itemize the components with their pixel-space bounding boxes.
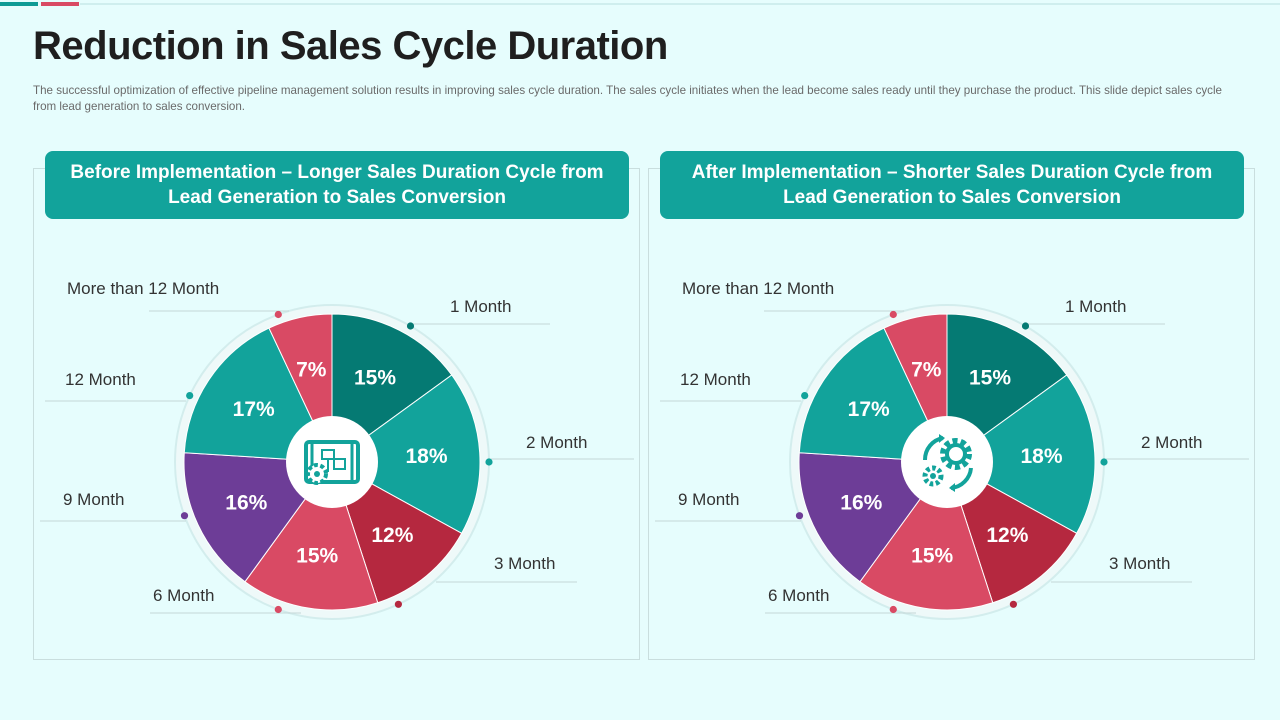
- before-value-label-2-month: 18%: [405, 445, 447, 468]
- before-category-label-2-month: 2 Month: [526, 433, 587, 452]
- after-slice-12-month: [798, 327, 948, 463]
- after-slice-2-month: [946, 374, 1096, 534]
- after-leader-dot-1-month: [1021, 322, 1030, 330]
- after-slice-6-month: [859, 460, 994, 611]
- before-leader-dot-2-month: [485, 458, 493, 466]
- before-category-label-9-month: 9 Month: [63, 490, 124, 509]
- after-category-label-6-month: 6 Month: [768, 586, 829, 605]
- after-value-label-more-than-12-month: 7%: [911, 359, 942, 382]
- after-panel-header: After Implementation – Shorter Sales Dur…: [660, 151, 1244, 219]
- after-slice-3-month: [946, 460, 1078, 604]
- before-category-label-more-than-12-month: More than 12 Month: [67, 279, 219, 298]
- after-value-label-3-month: 12%: [986, 524, 1028, 547]
- after-category-label-3-month: 3 Month: [1109, 554, 1170, 573]
- after-leader-dot-more-than-12-month: [889, 310, 897, 319]
- page-subtitle: The successful optimization of effective…: [33, 84, 1222, 113]
- before-pie-center: [286, 416, 378, 508]
- before-category-label-6-month: 6 Month: [153, 586, 214, 605]
- before-pie-chart: 15% 18% 12% 15% 16% 17% 7% 1 Month 2 Month 3 Mont…: [40, 279, 634, 620]
- before-leader-dot-more-than-12-month: [274, 310, 282, 319]
- before-panel-header: Before Implementation – Longer Sales Dur…: [45, 151, 629, 219]
- before-value-label-6-month: 15%: [296, 545, 338, 568]
- top-accent-teal: [0, 2, 38, 6]
- after-value-label-2-month: 18%: [1020, 445, 1062, 468]
- blueprint-gear-icon: [304, 440, 360, 485]
- before-leader-dot-9-month: [180, 512, 189, 520]
- after-value-label-12-month: 17%: [848, 398, 890, 421]
- after-leader-dot-2-month: [1100, 458, 1108, 466]
- before-slice-12-month: [183, 327, 333, 463]
- after-pie-chart: 15% 18% 12% 15% 16% 17% 7% 1 Month 2 Month 3 Mont…: [655, 279, 1249, 620]
- after-category-label-12-month: 12 Month: [680, 370, 751, 389]
- before-category-label-1-month: 1 Month: [450, 297, 511, 316]
- before-value-label-3-month: 12%: [371, 524, 413, 547]
- after-category-label-2-month: 2 Month: [1141, 433, 1202, 452]
- after-value-label-6-month: 15%: [911, 545, 953, 568]
- before-value-label-more-than-12-month: 7%: [296, 359, 327, 382]
- before-category-label-12-month: 12 Month: [65, 370, 136, 389]
- top-accent-red: [41, 2, 79, 6]
- before-value-label-1-month: 15%: [354, 367, 396, 390]
- after-leader-dot-3-month: [1009, 600, 1018, 608]
- before-slice-6-month: [244, 460, 379, 611]
- top-accent-line: [80, 3, 1280, 5]
- after-pie-center: [901, 416, 993, 508]
- before-leader-dot-1-month: [406, 322, 415, 330]
- before-value-label-12-month: 17%: [233, 398, 275, 421]
- before-leader-dot-6-month: [274, 605, 282, 614]
- after-category-label-1-month: 1 Month: [1065, 297, 1126, 316]
- before-slice-1-month: [331, 313, 453, 463]
- gears-cycle-icon: [922, 434, 973, 492]
- after-category-label-more-than-12-month: More than 12 Month: [682, 279, 834, 298]
- after-leader-dot-9-month: [795, 512, 804, 520]
- after-value-label-9-month: 16%: [840, 491, 882, 514]
- before-slice-2-month: [331, 374, 481, 534]
- before-category-label-3-month: 3 Month: [494, 554, 555, 573]
- after-category-label-9-month: 9 Month: [678, 490, 739, 509]
- after-slice-1-month: [946, 313, 1068, 463]
- before-value-label-9-month: 16%: [225, 491, 267, 514]
- before-leader-dot-3-month: [394, 600, 402, 608]
- after-leader-dot-12-month: [801, 392, 809, 400]
- before-leader-dot-12-month: [186, 392, 194, 400]
- after-value-label-1-month: 15%: [969, 367, 1011, 390]
- before-slice-3-month: [331, 460, 463, 604]
- after-leader-dot-6-month: [889, 605, 897, 614]
- page-title: Reduction in Sales Cycle Duration: [33, 24, 668, 68]
